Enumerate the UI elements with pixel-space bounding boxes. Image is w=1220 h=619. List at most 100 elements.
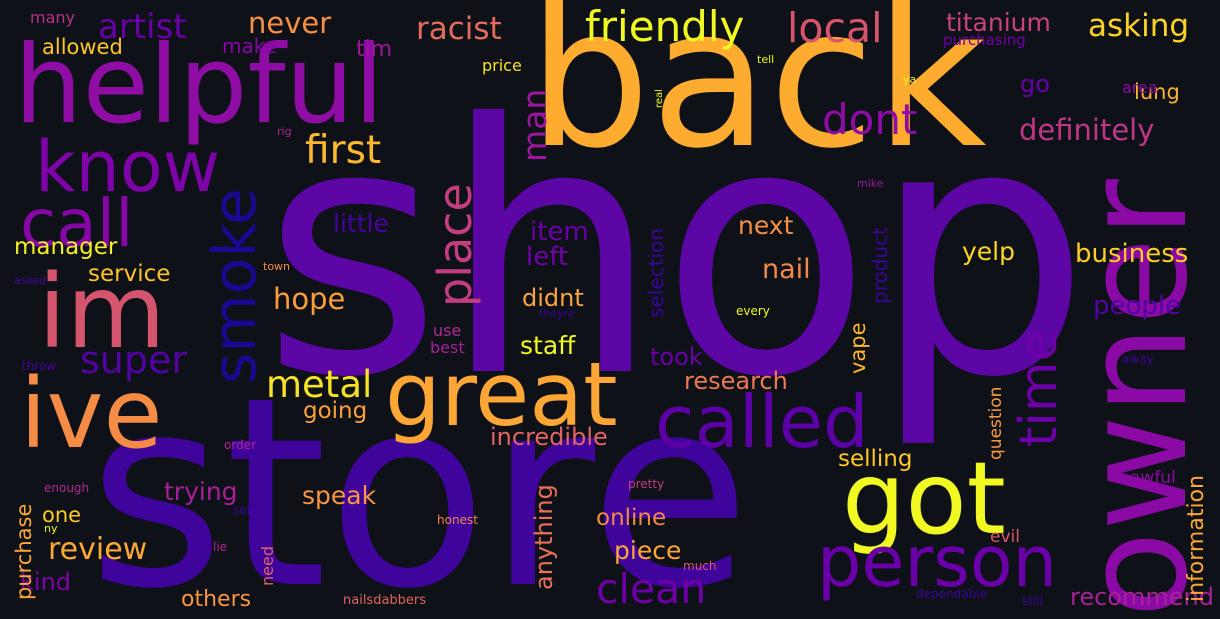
word-question: question [986,386,1006,460]
word-tell: tell [757,53,775,66]
word-first: first [305,128,382,173]
word-use: use [433,321,462,340]
word-business: business [1075,239,1189,269]
word-piece: piece [614,536,682,565]
word-speak: speak [302,481,377,510]
word-know: know [35,126,220,208]
word-lung: lung [1134,80,1180,104]
word-never: never [248,6,332,40]
word-town: town [263,260,291,273]
word-got: got [842,440,1006,557]
word-clean: clean [596,565,707,613]
word-review: review [48,532,148,567]
word-purchasing: purchasing [943,31,1026,49]
word-dependable: dependable [916,587,987,601]
word-real: real [654,89,665,108]
word-online: online [596,505,667,531]
word-person: person [817,521,1057,603]
word-dont: dont [822,95,918,144]
word-many: many [30,8,75,27]
word-need: need [258,546,277,586]
word-item: item [530,217,589,247]
word-purchase: purchase [12,503,36,600]
word-called: called [655,380,869,464]
word-one: one [42,503,82,527]
word-call: call [20,185,134,262]
word-left: left [526,242,569,272]
word-vape: vape [846,322,870,374]
word-friendly: friendly [585,2,745,51]
word-much: much [683,559,717,573]
word-kind: kind [20,568,72,596]
word-product: product [868,227,892,304]
word-order: order [224,438,256,452]
word-lie: lie [213,540,228,554]
word-area: area [1122,78,1158,97]
word-im: im [38,253,166,372]
word-took: took [650,343,703,371]
word-store: store [88,341,751,619]
word-enough: enough [44,481,90,495]
word-hope: hope [273,282,346,316]
word-artist: artist [98,7,187,47]
word-ya: ya [903,73,917,86]
word-nailsdabbers: nailsdabbers [343,593,427,608]
word-go: go [1020,70,1050,98]
word-asked: asked [14,274,47,287]
word-selling: selling [838,446,913,472]
word-trying: trying [164,477,238,506]
word-racist: racist [416,11,502,47]
word-selection: selection [644,228,668,318]
word-staff: staff [520,331,576,360]
word-asking: asking [1088,8,1190,44]
word-man: man [515,88,554,162]
word-service: service [88,261,171,287]
word-smoke: smoke [200,188,270,384]
word-people: people [1093,291,1182,321]
word-others: others [181,587,252,612]
word-recommend: recommend [1070,583,1214,611]
word-away: away [1122,352,1154,366]
word-throw: throw [22,359,57,373]
word-honest: honest [437,513,478,527]
word-anything: anything [530,484,558,590]
word-price: price [482,56,522,75]
word-make: make [222,34,277,58]
word-research: research [684,367,788,395]
word-next: next [738,211,794,240]
word-ive: ive [20,358,163,470]
word-titanium: titanium [946,8,1051,37]
word-pretty: pretty [628,477,665,491]
word-awful: awful [1130,468,1176,488]
word-going: going [303,398,368,424]
word-allowed: allowed [42,35,123,59]
word-great: great [385,343,618,446]
word-evil: evil [990,527,1020,547]
word-definitely: definitely [1019,113,1155,147]
word-shop: shop [262,52,1091,453]
word-rig: rig [277,125,292,138]
word-didnt: didnt [522,284,584,312]
word-back: back [528,0,987,191]
word-ny: ny [44,522,58,535]
word-local: local [787,4,883,52]
word-best: best [430,338,465,357]
word-mike: mike [857,177,884,190]
word-manager: manager [14,234,118,260]
word-theyre: theyre [539,307,575,320]
word-place: place [428,183,482,307]
word-sent: sent [233,503,259,517]
word-incredible: incredible [490,423,608,451]
word-every: every [736,304,770,318]
word-yelp: yelp [962,237,1015,266]
word-little: little [333,209,389,238]
word-still: still [1022,594,1043,608]
word-super: super [80,338,188,382]
word-metal: metal [266,363,373,406]
word-tim: tim [356,37,393,62]
word-nail: nail [762,254,811,285]
word-time: time [1009,329,1069,447]
word-helpful: helpful [14,23,384,148]
word-information: information [1184,475,1209,602]
